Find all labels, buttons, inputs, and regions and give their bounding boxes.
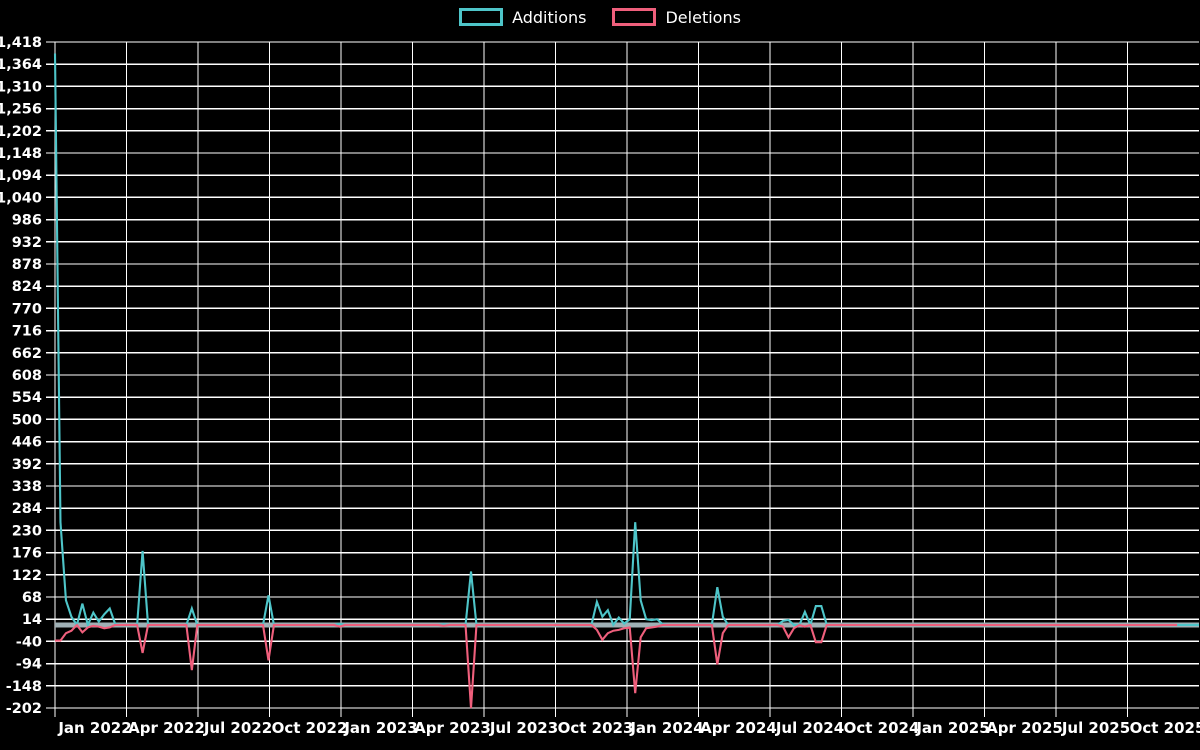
x-tick-label: Jan 2022: [57, 719, 131, 737]
y-axis-ticks: 1,418 1,364 1,310 1,256 1,202 1,148 1,094 1,040…: [0, 35, 55, 717]
chart-legend: Additions Deletions: [0, 0, 1200, 34]
y-tick-label: 878: [12, 257, 42, 273]
grid-layer: [54, 41, 1199, 709]
series-layer: [53, 53, 1199, 709]
y-tick-label: 122: [12, 568, 42, 584]
x-tick-label: Jul 2025: [1061, 719, 1130, 737]
legend-swatch-deletions: [612, 8, 657, 26]
y-tick-label: 986: [12, 213, 42, 229]
y-tick-label: 1,418: [0, 35, 42, 51]
y-tick-label: 1,256: [0, 102, 42, 118]
y-tick-label: -148: [6, 679, 42, 695]
y-tick-label: 932: [12, 235, 42, 251]
y-tick-label: 338: [12, 479, 42, 495]
x-tick-label: Oct 2024: [844, 719, 920, 737]
x-tick-label: Jul 2022: [203, 719, 272, 737]
y-tick-label: 662: [12, 346, 42, 362]
legend-item-additions[interactable]: Additions: [459, 8, 586, 27]
x-tick-label: Jan 2023: [343, 719, 417, 737]
y-tick-label: 446: [12, 435, 42, 451]
y-tick-label: 824: [12, 279, 42, 295]
y-tick-label: 1,094: [0, 168, 42, 184]
x-tick-label: Oct 2023: [558, 719, 634, 737]
y-tick-label: 608: [12, 368, 42, 384]
y-tick-label: 14: [22, 612, 42, 628]
x-tick-label: Apr 2022: [128, 719, 205, 737]
y-tick-label: 68: [22, 590, 42, 606]
legend-label-additions: Additions: [512, 7, 587, 27]
y-tick-label: 500: [12, 412, 42, 428]
legend-swatch-additions: [459, 8, 504, 26]
y-tick-label: 284: [12, 501, 42, 517]
y-tick-label: 230: [12, 523, 42, 539]
legend-item-deletions[interactable]: Deletions: [612, 7, 741, 27]
y-tick-label: 1,202: [0, 124, 42, 140]
y-tick-label: -40: [16, 634, 42, 650]
x-tick-label: Jul 2023: [489, 719, 558, 737]
x-tick-label: Jan 2025: [915, 719, 989, 737]
series-line-deletions[interactable]: [55, 623, 1178, 709]
x-tick-label: Oct 2022: [272, 719, 348, 737]
x-tick-label: Apr 2025: [986, 719, 1063, 737]
y-tick-label: 176: [12, 546, 42, 562]
y-tick-label: 716: [12, 324, 42, 340]
y-tick-label: 1,310: [0, 79, 42, 95]
y-tick-label: -94: [16, 657, 42, 673]
y-tick-label: 1,040: [0, 190, 42, 206]
x-tick-label: Apr 2024: [700, 719, 777, 737]
x-tick-label: Apr 2023: [414, 719, 491, 737]
y-tick-label: 770: [12, 301, 42, 317]
y-tick-label: 392: [12, 457, 42, 473]
y-tick-label: 1,148: [0, 146, 42, 162]
x-tick-label: Jul 2024: [775, 719, 844, 737]
y-tick-label: 1,364: [0, 57, 42, 73]
x-tick-label: Jan 2024: [629, 719, 703, 737]
y-tick-label: 554: [12, 390, 42, 406]
legend-label-deletions: Deletions: [665, 7, 741, 27]
x-tick-label: Oct 2025: [1130, 719, 1200, 737]
y-tick-label: -202: [6, 701, 42, 717]
